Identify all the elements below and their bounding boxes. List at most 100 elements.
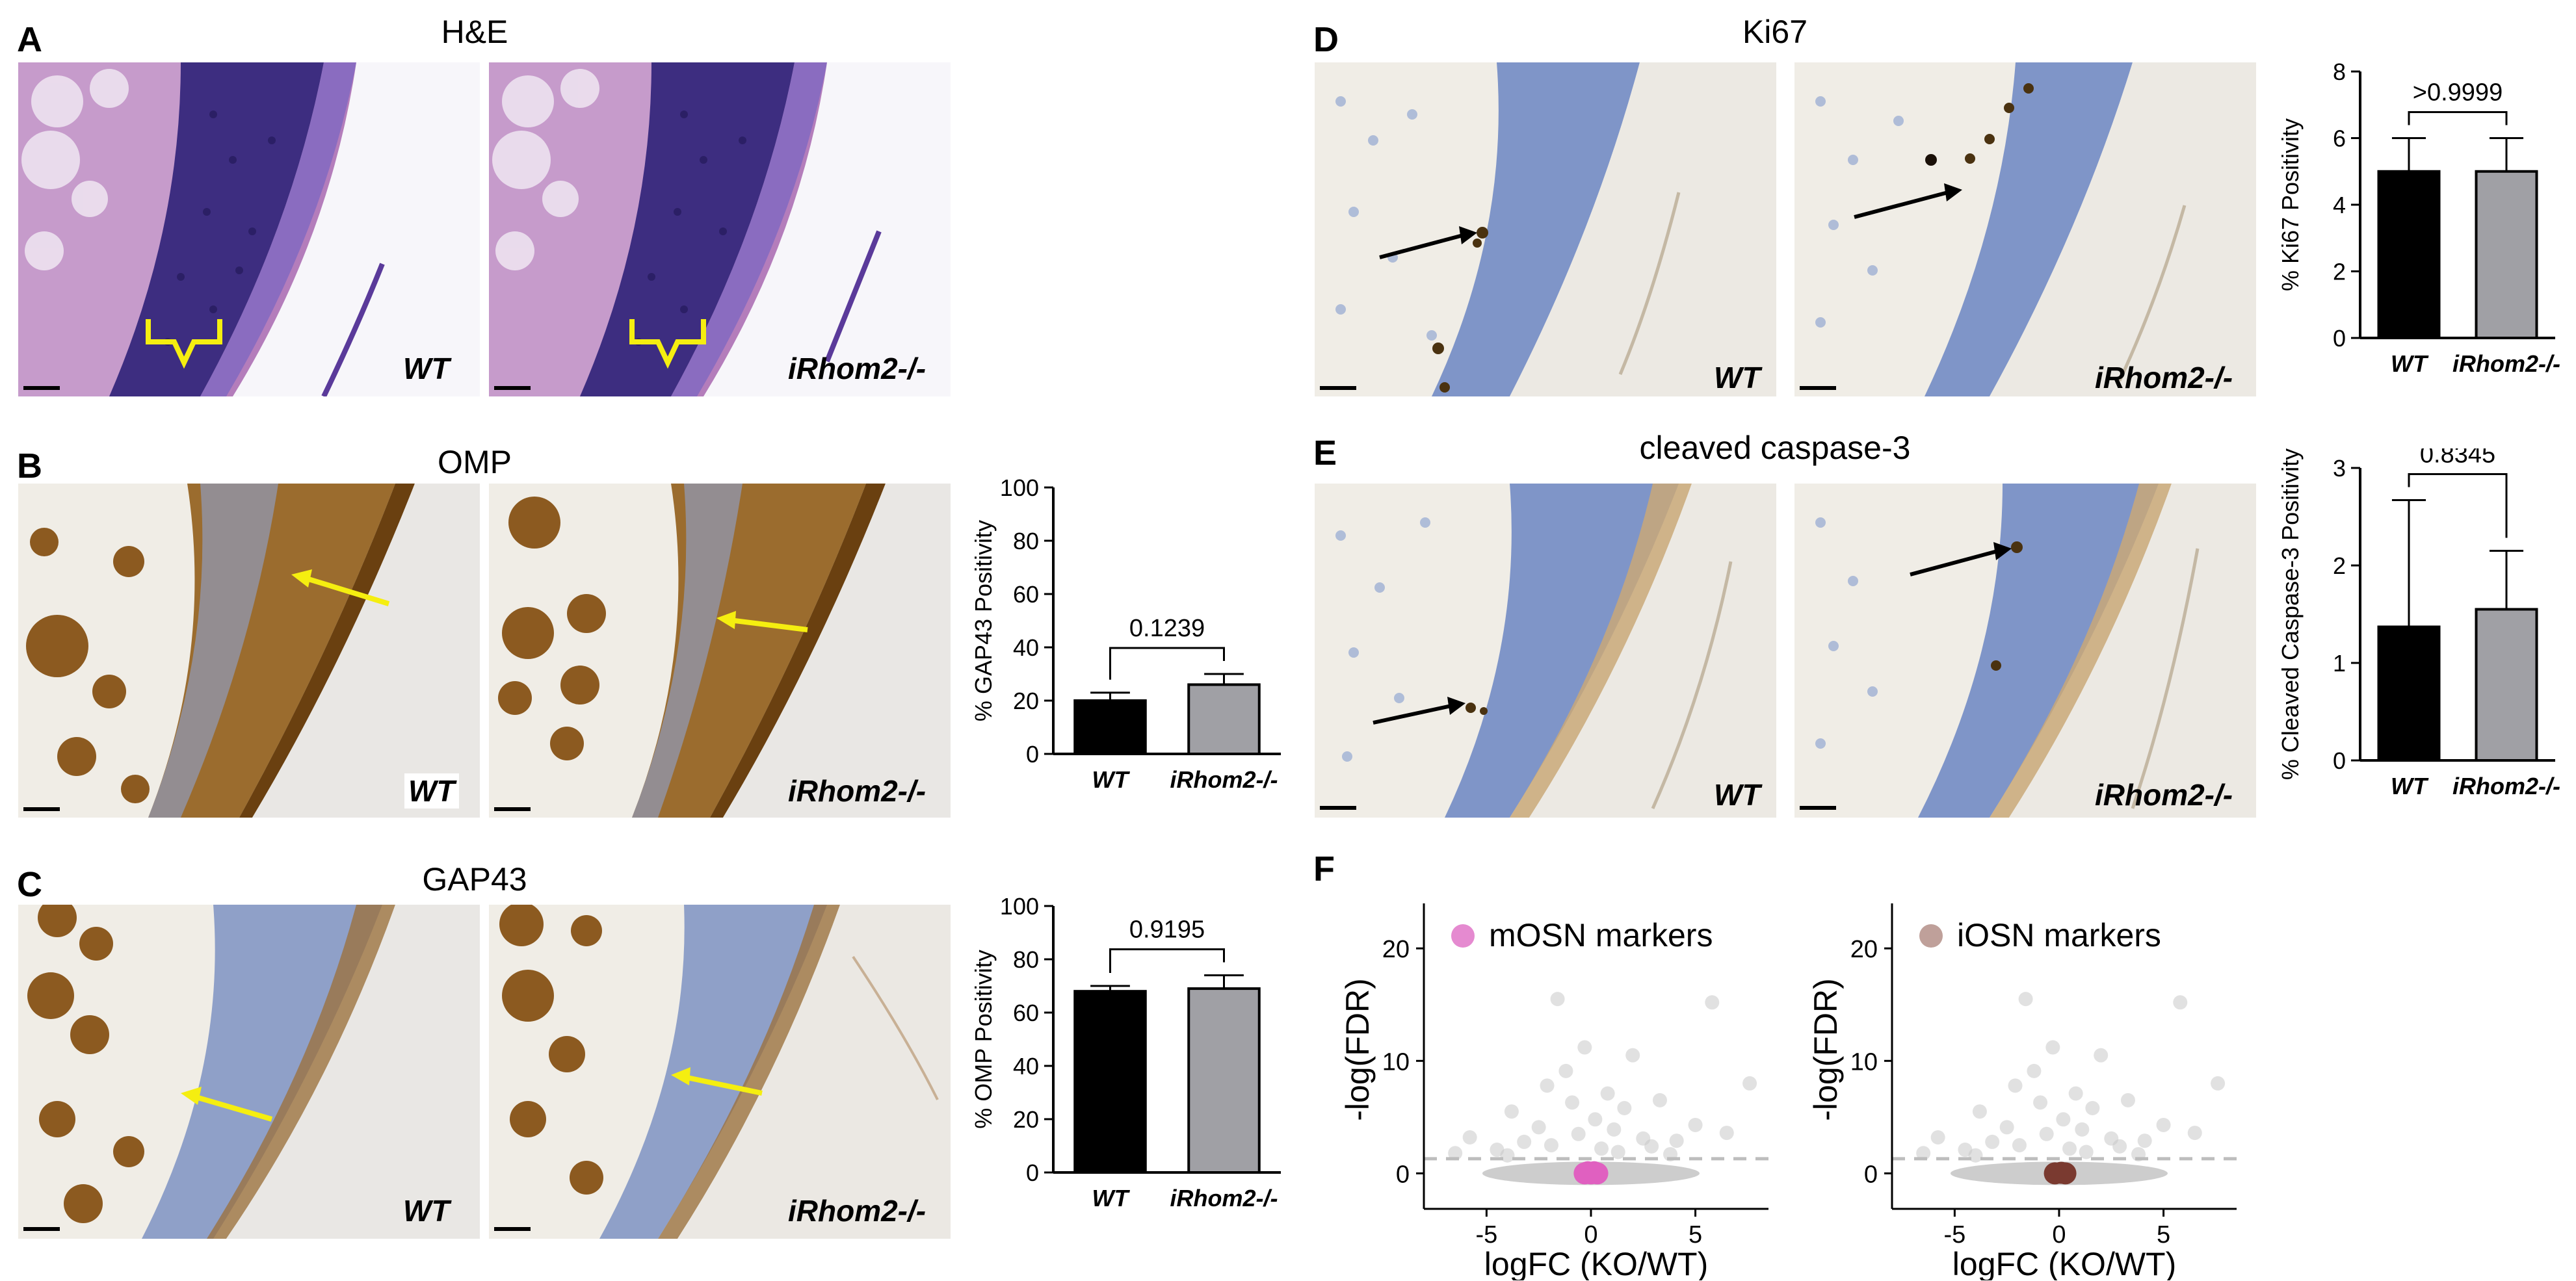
panel-letter-c: C [17, 865, 42, 904]
data-point [1565, 1095, 1580, 1110]
scale-bar [1320, 386, 1356, 390]
data-point [1517, 1134, 1532, 1149]
data-point [2062, 1141, 2077, 1156]
data-point [2137, 1133, 2152, 1148]
arrow-black [1373, 704, 1452, 725]
data-point [2012, 1138, 2027, 1153]
y-tick-label: 0 [1864, 1161, 1878, 1188]
data-point [2173, 995, 2188, 1010]
data-point [1985, 1134, 2000, 1149]
y-tick-label: 80 [1013, 946, 1039, 973]
label-wt: WT [403, 1194, 450, 1228]
he-image-wt [18, 62, 480, 396]
data-point [1652, 1093, 1667, 1107]
p-value-label: 0.1239 [1129, 615, 1205, 642]
y-tick-label: 2 [2333, 259, 2346, 285]
y-tick-label: 0 [1396, 1161, 1410, 1188]
data-point [1719, 1126, 1734, 1141]
data-point [2094, 1048, 2109, 1063]
label-irhom2: iRhom2-/- [788, 774, 927, 808]
layer-bracket [146, 319, 222, 369]
y-tick-label: 40 [1013, 1053, 1039, 1080]
data-point [1930, 1130, 1945, 1145]
scale-bar [23, 807, 60, 811]
y-tick-label: 100 [1000, 474, 1039, 501]
data-point [2056, 1112, 2071, 1127]
x-axis-label: logFC (KO/WT) [1484, 1246, 1708, 1280]
arrowhead [1447, 697, 1465, 715]
data-point [1968, 1148, 1983, 1163]
data-point [1610, 1145, 1625, 1159]
arrow-yellow [729, 617, 808, 632]
data-point [1531, 1120, 1546, 1135]
x-tick-label: -5 [1943, 1221, 1965, 1249]
arrow-yellow [303, 575, 390, 606]
caspase-image-irhom2 [1794, 484, 2256, 818]
data-point [1600, 1086, 1615, 1101]
data-point [1625, 1048, 1640, 1063]
y-tick-label: 20 [1013, 1106, 1039, 1133]
arrow-black [1910, 549, 1998, 576]
arrow-yellow [683, 1074, 763, 1096]
y-axis-label: % Ki67 Positivity [2277, 118, 2304, 291]
data-point [1999, 1120, 2014, 1135]
chart-b: 0 20 40 60 80 100% GAP43 Positivity WT iRhom2-/… [956, 468, 1294, 832]
data-point [2018, 992, 2033, 1007]
data-point [2045, 1040, 2060, 1055]
x-tick-label: WT [1092, 1185, 1131, 1211]
x-axis-label: logFC (KO/WT) [1952, 1246, 2176, 1280]
y-tick-label: 60 [1013, 1000, 1039, 1026]
arrowhead [291, 569, 312, 588]
panel-title-c: GAP43 [422, 861, 527, 898]
y-tick-label: 40 [1013, 634, 1039, 661]
panel-title-e: cleaved caspase-3 [1639, 430, 1911, 466]
chart-c: 0 20 40 60 80 100 % OMP Positivity WT iRhom2-/- 0… [956, 886, 1294, 1250]
bar-iRhom2-/- [1187, 683, 1261, 755]
arrowhead [716, 611, 736, 629]
data-point [1607, 1122, 1622, 1137]
data-point [1688, 1117, 1703, 1132]
y-tick-label: 0 [2333, 325, 2346, 352]
scale-bar [23, 1227, 60, 1231]
panel-title-d: Ki67 [1742, 14, 1808, 50]
legend-label: mOSN markers [1489, 917, 1713, 953]
arrowhead [181, 1087, 202, 1105]
data-point [1705, 995, 1720, 1010]
x-tick-label: WT [2391, 350, 2429, 377]
label-wt: WT [403, 352, 450, 385]
significance-bracket [1109, 647, 1225, 680]
x-tick-label: WT [1092, 766, 1131, 793]
bar-WT [1073, 990, 1147, 1174]
arrowhead [671, 1067, 690, 1085]
chart-e: 0 1 2 3 % Cleaved Caspase-3 Positivity WT iRho… [2263, 448, 2568, 838]
arrowhead [1459, 226, 1477, 244]
bar-iRhom2-/- [1187, 987, 1261, 1174]
p-value-label: 0.9195 [1129, 916, 1205, 944]
ki67-image-irhom2 [1794, 62, 2256, 396]
scale-bar [1320, 806, 1356, 810]
y-axis-label: % GAP43 Positivity [970, 520, 997, 721]
data-point [1504, 1104, 1519, 1119]
y-tick-label: 4 [2333, 192, 2346, 218]
x-tick-label: 5 [1689, 1221, 1702, 1249]
omp-image-wt [18, 484, 480, 818]
data-point [2211, 1076, 2226, 1091]
omp-image-irhom2 [489, 484, 951, 818]
y-axis-label: % Cleaved Caspase-3 Positivity [2277, 448, 2304, 780]
y-tick-label: 60 [1013, 581, 1039, 608]
x-tick-label: iRhom2-/- [1170, 1185, 1278, 1211]
ki67-image-wt [1315, 62, 1776, 396]
chart-d: 0 2 4 6 8 % Ki67 Positivity WT iRhom2-/- >0.9999 [2263, 52, 2568, 416]
label-irhom2: iRhom2-/- [788, 1194, 927, 1228]
y-tick-label: 6 [2333, 125, 2346, 152]
data-point [1594, 1141, 1609, 1156]
data-point [2187, 1126, 2202, 1141]
p-value-label: >0.9999 [2413, 79, 2503, 107]
arrow-yellow [192, 1094, 273, 1122]
gap43-image-irhom2 [489, 905, 951, 1239]
y-tick-label: 0 [1026, 1159, 1039, 1186]
data-point [2075, 1122, 2090, 1137]
y-tick-label: 20 [1382, 936, 1410, 963]
significance-bracket [2408, 111, 2508, 125]
he-image-irhom2 [489, 62, 951, 396]
